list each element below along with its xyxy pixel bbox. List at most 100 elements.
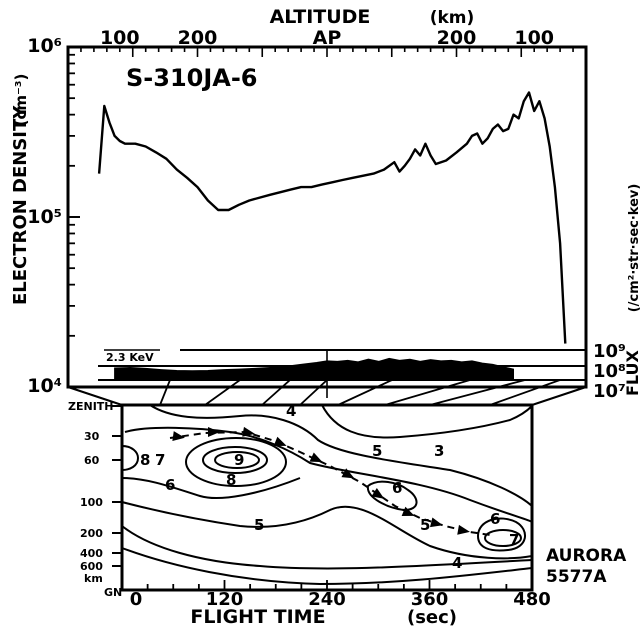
altitude-tick-label: 100 (514, 27, 554, 49)
contour-line-5-upper (124, 426, 533, 523)
contour-loop-8 (185, 437, 287, 487)
contour-label-7-left: 7 (155, 451, 165, 469)
contour-label-8-left: 8 (140, 451, 150, 469)
contour-loop-6-middle (366, 480, 418, 512)
wavelength-label: 5577A (546, 567, 607, 587)
time-tick-label: 480 (513, 589, 551, 610)
trajectory (169, 426, 491, 536)
time-tick-label: 360 (411, 589, 449, 610)
elevation-label-600: 600 (80, 560, 103, 573)
connector-line (204, 379, 241, 406)
density-tick-label-1e5: 10⁵ (27, 206, 62, 228)
contour-label-5-upper: 5 (372, 442, 382, 460)
contour-line-5-lower (121, 501, 533, 560)
contour-label-6-right: 6 (490, 510, 500, 528)
density-ticks (68, 46, 80, 388)
altitude-tick-label: AP (313, 27, 342, 49)
flux-tick-label-1e8: 10⁸ (593, 361, 626, 382)
elevation-label-zenith: ZENITH (68, 400, 114, 413)
density-axis-label: ELECTRON DENSITY (10, 105, 31, 305)
contour-label-8: 8 (226, 471, 236, 489)
time-tick-labels: 0 120 240 360 480 (130, 589, 551, 610)
flux-area (114, 357, 514, 381)
density-frame (66, 45, 588, 389)
connector-line (337, 379, 393, 406)
elevation-label-60: 60 (84, 454, 100, 467)
trajectory-arrow (172, 431, 185, 441)
time-ticks (121, 580, 533, 590)
contour-lines (121, 404, 533, 586)
flux-axis-label: FLUX (623, 349, 642, 396)
contour-label-5-lower: 5 (254, 516, 264, 534)
trajectory-arrow (457, 524, 470, 535)
connector-right-edge (531, 386, 587, 406)
elevation-label-gn: GN (104, 586, 122, 599)
trajectory-arrow (371, 487, 385, 499)
contour-label-3: 3 (434, 442, 444, 460)
altitude-tick-label: 200 (437, 27, 477, 49)
trajectory-arrow (273, 436, 287, 447)
elevation-label-km: km (84, 572, 103, 585)
trajectory-arrow (309, 452, 323, 463)
trajectory-arrow (208, 427, 220, 437)
trajectory-arrow (242, 426, 255, 437)
contour-line-3 (321, 404, 533, 439)
aurora-label: AURORA (546, 546, 627, 566)
contour-labels: 3 4 4 5 5 5 6 6 6 7 7 8 8 9 (140, 402, 519, 572)
contour-line-6-left (121, 477, 301, 499)
contour-label-9: 9 (234, 451, 244, 469)
flux-energy-label: 2.3 KeV (106, 351, 154, 364)
contour-line-7-left (121, 445, 140, 471)
contour-line-4-upper (149, 404, 533, 507)
density-axis-unit: (cm⁻³) (12, 74, 30, 127)
contour-loop-7-right (484, 529, 522, 547)
connector-left-edge (67, 386, 123, 406)
connector-line (429, 379, 526, 406)
contour-label-5-far: 5 (420, 516, 430, 534)
elevation-label-400: 400 (80, 547, 103, 560)
elevation-label-30: 30 (84, 430, 100, 443)
contour-label-4-lower: 4 (452, 554, 462, 572)
contour-label-7-right: 7 (509, 531, 519, 549)
trajectory-arrow (341, 468, 355, 479)
flux-tick-label-1e7: 10⁷ (593, 381, 626, 402)
elevation-label-100: 100 (80, 496, 103, 509)
time-tick-label: 120 (206, 589, 244, 610)
contour-line-4-lower (121, 525, 533, 570)
connector-line (489, 379, 561, 406)
density-tick-label-1e4: 10⁴ (27, 375, 62, 397)
contour-line-4-bottom (121, 547, 533, 586)
chart-title: S-310JA-6 (126, 64, 258, 92)
trajectory-arrow (401, 506, 415, 517)
flux-tick-label-1e9: 10⁹ (593, 341, 626, 362)
connector-line (299, 379, 328, 406)
altitude-tick-label: 200 (178, 27, 218, 49)
altitude-ticks (67, 47, 587, 57)
contour-panel: ZENITH 30 60 100 200 400 600 km GN (68, 400, 627, 627)
elevation-label-200: 200 (80, 527, 103, 540)
altitude-tick-label: 100 (100, 27, 140, 49)
contour-loop-6-right (476, 517, 526, 552)
connector-line (159, 379, 171, 406)
density-tick-label-1e6: 10⁶ (27, 35, 62, 57)
contour-loop-9-inner (214, 451, 260, 469)
density-line (97, 91, 567, 344)
time-tick-label: 0 (130, 589, 143, 610)
altitude-tick-labels: 100 200 AP 200 100 (100, 27, 554, 49)
trajectory-arrows (172, 426, 470, 535)
connector-line (384, 379, 471, 406)
contour-frame (120, 403, 534, 592)
connector-zone (67, 379, 587, 406)
time-axis-label: FLIGHT TIME (190, 606, 325, 627)
altitude-axis-unit: (km) (430, 8, 475, 28)
contour-label-6-middle: 6 (392, 479, 402, 497)
contour-label-6-left: 6 (165, 476, 175, 494)
time-axis-unit: (sec) (407, 607, 457, 627)
elevation-axis: ZENITH 30 60 100 200 400 600 km GN (68, 400, 122, 599)
time-tick-label: 240 (308, 589, 346, 610)
altitude-axis-label: ALTITUDE (270, 6, 371, 28)
connector-line (261, 379, 291, 406)
density-panel: ALTITUDE (km) 100 200 AP 200 100 10⁶ 10⁵ 10⁴… (10, 6, 642, 402)
contour-loop-9 (202, 446, 268, 474)
trajectory-arrow (429, 517, 443, 528)
